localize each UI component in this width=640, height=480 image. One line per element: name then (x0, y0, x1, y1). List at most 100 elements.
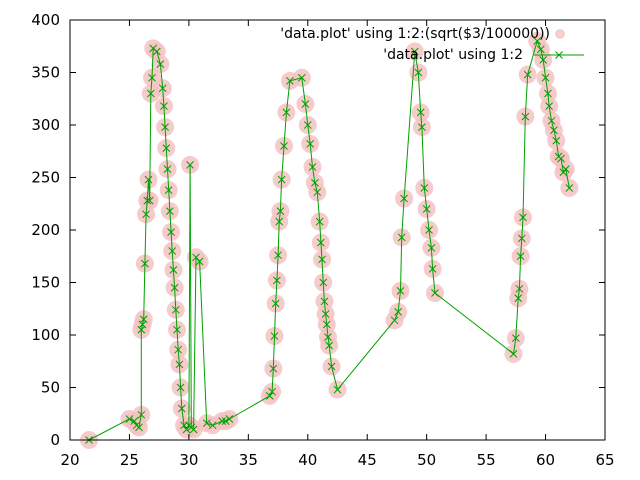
data-point-marker (174, 345, 183, 354)
data-point-marker (533, 37, 542, 45)
x-tick-label: 45 (358, 451, 377, 469)
data-point-marker (166, 207, 174, 215)
data-point-marker (173, 325, 181, 334)
data-point-marker (322, 320, 331, 329)
data-point-marker (163, 165, 172, 173)
data-point-marker (561, 165, 570, 173)
data-point-marker (545, 102, 553, 110)
y-tick-label: 350 (31, 64, 60, 82)
data-point-marker (514, 294, 523, 303)
legend-label-line: 'data.plot' using 1:2 (383, 47, 523, 63)
data-point-marker (509, 350, 518, 358)
data-point-marker (515, 284, 524, 293)
x-tick-label: 65 (595, 451, 614, 469)
data-point-marker (324, 333, 332, 341)
data-point-marker (195, 257, 204, 266)
data-point-marker (547, 116, 556, 125)
circle-series-layer (80, 32, 579, 449)
data-point-marker (177, 404, 186, 413)
data-point-marker (182, 425, 191, 434)
y-tick-label: 0 (50, 431, 60, 449)
data-point-marker (130, 417, 139, 425)
data-point-marker (158, 84, 167, 93)
data-point-marker (297, 73, 306, 82)
data-point-marker (282, 108, 291, 117)
data-point-marker (164, 186, 173, 194)
data-point-marker (321, 310, 330, 318)
data-point-marker (301, 100, 310, 108)
data-point-marker (511, 334, 520, 343)
data-point-marker (221, 417, 230, 425)
legend-sample-marker (555, 51, 563, 59)
data-point-marker (145, 196, 154, 205)
data-point-marker (168, 247, 177, 255)
data-point-marker (410, 47, 419, 56)
data-point-marker (396, 287, 405, 295)
data-point-marker (225, 415, 234, 423)
data-point-marker (317, 238, 325, 247)
data-point-marker (559, 168, 568, 177)
data-point-marker (539, 56, 548, 64)
data-point-marker (333, 385, 342, 394)
data-point-marker (519, 213, 527, 222)
data-point-marker (552, 136, 561, 145)
data-point-marker (390, 316, 399, 325)
data-point-marker (327, 362, 336, 371)
y-tick-label: 300 (31, 116, 60, 134)
data-point-marker (541, 73, 550, 82)
data-point-marker (141, 259, 149, 268)
y-tick-label: 200 (31, 221, 60, 239)
data-point-marker (208, 421, 217, 430)
data-point-marker (565, 184, 574, 192)
data-point-marker (427, 243, 436, 252)
data-point-marker (425, 226, 433, 234)
data-point-marker (550, 126, 558, 135)
data-point-marker (308, 163, 317, 171)
data-point-marker (422, 205, 431, 213)
data-point-marker (431, 289, 439, 297)
data-point-marker (400, 194, 408, 203)
data-point-marker (280, 142, 288, 150)
data-point-marker (516, 252, 525, 261)
data-point-marker (276, 207, 285, 215)
data-point-marker (161, 123, 169, 131)
data-point-marker (420, 184, 429, 192)
data-point-marker (125, 415, 134, 423)
data-point-marker (160, 102, 168, 110)
data-point-marker (318, 255, 326, 264)
data-point-marker (135, 423, 143, 432)
x-tick-label: 50 (417, 451, 436, 469)
x-tick-label: 40 (298, 451, 317, 469)
data-point-marker (156, 60, 165, 68)
data-point-marker (189, 425, 198, 434)
x-tick-label: 30 (179, 451, 198, 469)
data-point-marker (162, 144, 171, 152)
data-point-marker (171, 305, 180, 314)
legend-label-circles: 'data.plot' using 1:2:(sqrt($3/100000)) (280, 26, 550, 42)
data-point-marker (265, 392, 274, 400)
data-point-marker (523, 70, 532, 79)
data-point-marker (315, 217, 324, 226)
data-point-marker (175, 360, 184, 369)
data-point-marker (152, 47, 161, 56)
legend: 'data.plot' using 1:2:(sqrt($3/100000)) … (280, 26, 584, 63)
y-tick-label: 400 (31, 11, 60, 29)
data-point-marker (557, 154, 565, 163)
data-point-marker (167, 228, 175, 236)
data-point-marker (544, 89, 552, 98)
data-point-marker (517, 234, 526, 243)
data-point-marker (394, 308, 402, 316)
y-tick-label: 50 (41, 379, 60, 397)
data-point-marker (311, 178, 319, 187)
x-tick-label: 35 (239, 451, 258, 469)
y-tick-label: 250 (31, 169, 60, 187)
tick-layer: 20 25 30 35 40 45 50 55 60 65 0 50 100 150 200 250 300 35… (31, 11, 614, 469)
x-tick-label: 55 (477, 451, 496, 469)
data-point-marker (303, 121, 312, 129)
data-point-marker (148, 73, 156, 82)
data-point-marker (536, 45, 545, 54)
data-point-marker (273, 276, 281, 285)
data-point-marker (397, 233, 406, 242)
data-point-marker (320, 297, 329, 306)
